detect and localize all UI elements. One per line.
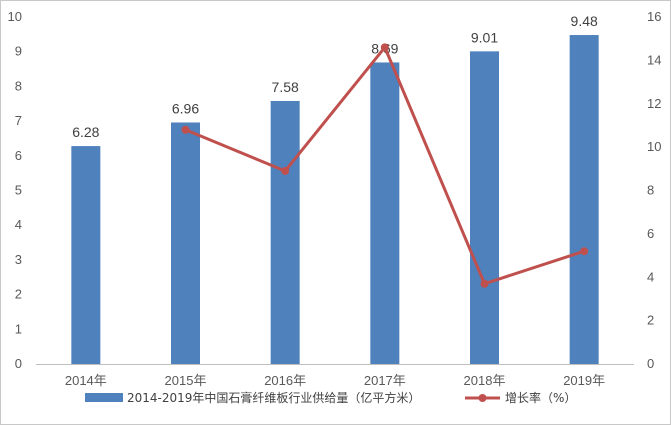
x-axis-tick-label: 2018年	[464, 373, 506, 388]
right-axis-tick-label: 10	[647, 139, 661, 154]
growth-rate-point	[281, 166, 290, 175]
right-axis-tick-label: 8	[647, 183, 654, 198]
right-axis-tick-label: 16	[647, 9, 661, 24]
growth-rate-point	[580, 247, 589, 256]
bar	[270, 100, 300, 364]
legend-line-label: 增长率（%）	[505, 390, 576, 405]
left-axis-tick-label: 2	[15, 287, 22, 302]
bar-data-labels: 6.286.967.588.699.019.48	[72, 13, 598, 140]
right-axis-tick-label: 2	[647, 313, 654, 328]
right-axis-tick-label: 0	[647, 356, 654, 371]
bar-data-label: 9.48	[571, 13, 598, 29]
right-axis-tick-label: 12	[647, 96, 661, 111]
x-axis-tick-label: 2014年	[65, 373, 107, 388]
bar-series	[71, 35, 599, 365]
right-axis-tick-label: 6	[647, 226, 654, 241]
left-axis-tick-label: 8	[15, 78, 22, 93]
x-axis-tick-label: 2017年	[364, 373, 406, 388]
left-y-axis: 0 1 2 3 4 5 6 7 8 9 10	[8, 9, 22, 371]
line-series	[181, 43, 589, 288]
bar	[569, 35, 599, 364]
left-axis-tick-label: 10	[8, 9, 22, 24]
x-axis-tick-label: 2015年	[165, 373, 207, 388]
bar	[370, 62, 400, 364]
x-axis-tick-label: 2016年	[264, 373, 306, 388]
growth-rate-point	[380, 43, 389, 52]
bar	[470, 51, 499, 365]
left-axis-tick-label: 5	[15, 183, 22, 198]
bar-data-label: 6.96	[172, 100, 199, 116]
bar-data-label: 9.01	[471, 29, 498, 45]
legend: 2014-2019年中国石膏纤维板行业供给量（亿平方米） 增长率（%）	[85, 390, 576, 405]
left-axis-tick-label: 6	[15, 148, 22, 163]
x-axis-tick-label: 2019年	[563, 373, 605, 388]
right-axis-tick-label: 14	[647, 52, 661, 67]
left-axis-tick-label: 0	[15, 356, 22, 371]
bar-data-label: 7.58	[272, 79, 299, 95]
left-axis-tick-label: 4	[15, 217, 22, 232]
legend-bar-label: 2014-2019年中国石膏纤维板行业供给量（亿平方米）	[127, 390, 420, 405]
bar	[171, 122, 200, 364]
legend-line-marker	[478, 394, 487, 402]
x-axis: 2014年 2015年 2016年 2017年 2018年 2019年	[36, 364, 634, 388]
left-axis-tick-label: 7	[15, 113, 22, 128]
bar-data-label: 6.28	[72, 124, 99, 140]
right-axis-tick-label: 4	[647, 269, 654, 284]
growth-rate-point	[480, 279, 489, 288]
bar	[71, 146, 101, 364]
right-y-axis: 0 2 4 6 8 10 12 14 16	[647, 9, 661, 371]
left-axis-tick-label: 9	[15, 44, 22, 59]
growth-rate-point	[181, 125, 190, 134]
legend-bar-swatch	[85, 393, 123, 402]
left-axis-tick-label: 3	[15, 252, 22, 267]
left-axis-tick-label: 1	[15, 321, 22, 336]
